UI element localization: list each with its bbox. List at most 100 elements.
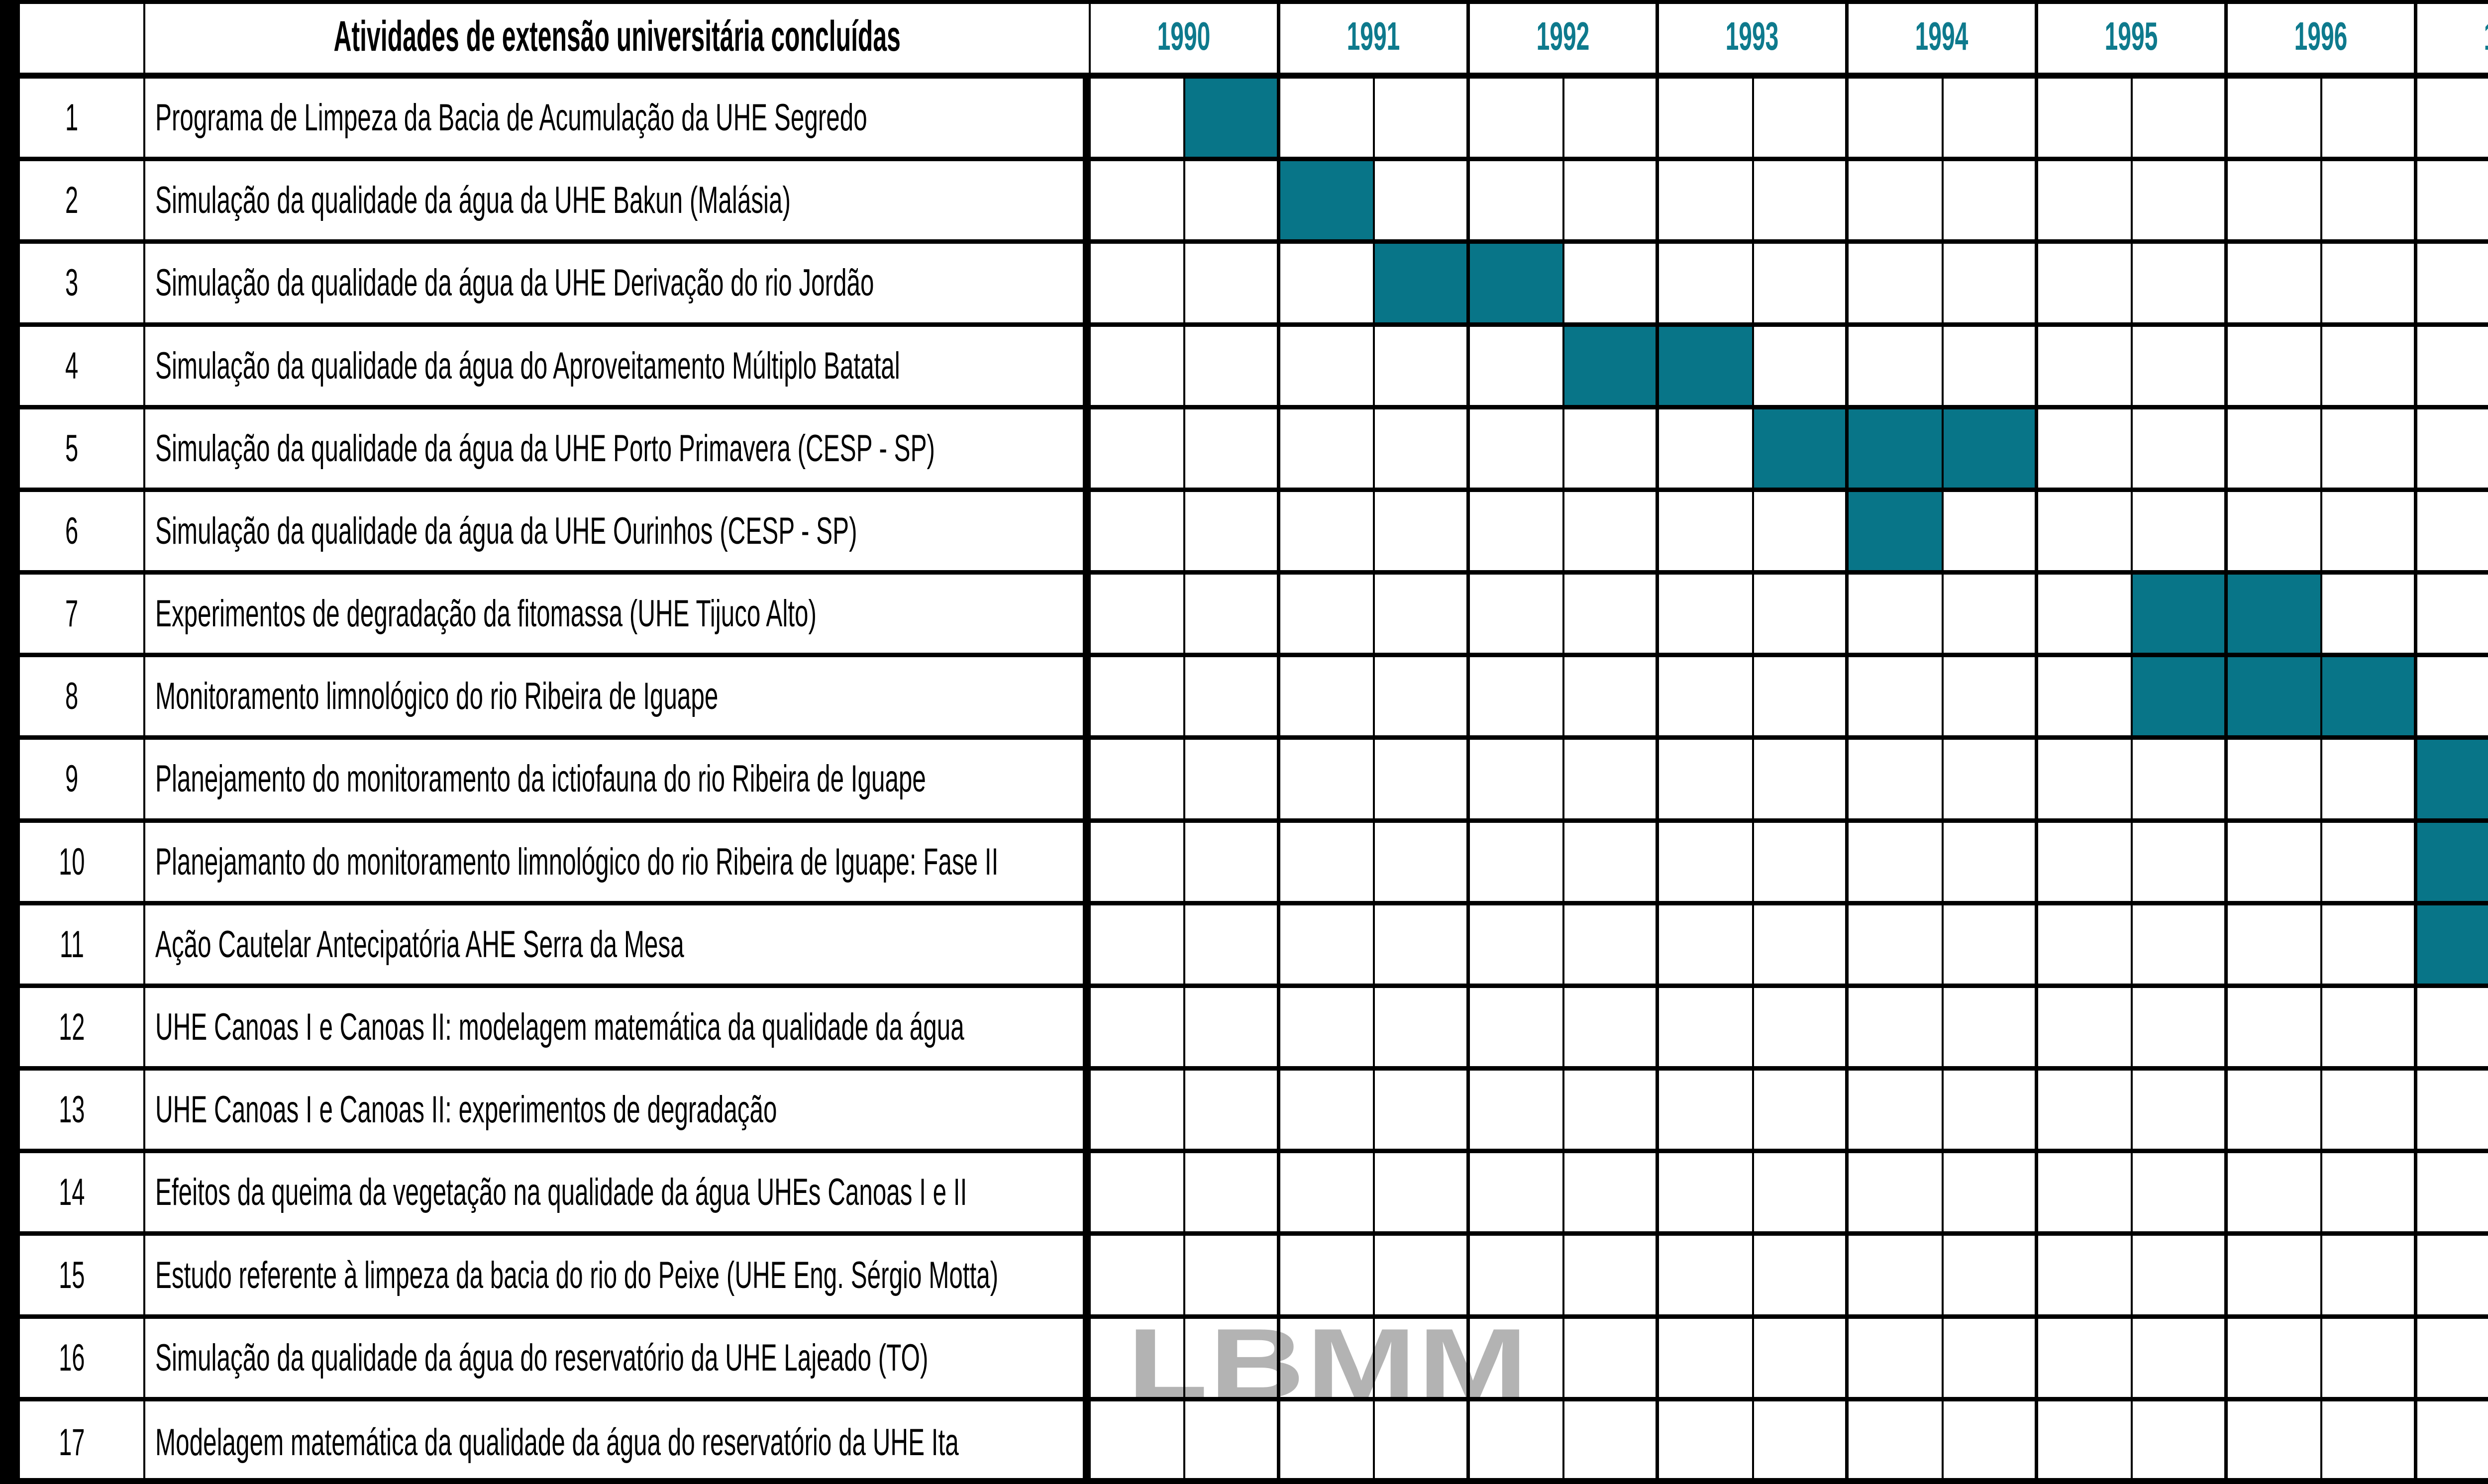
grid-cell (1091, 244, 1186, 327)
row-number: 5 (65, 427, 79, 470)
grid-cell (1849, 740, 1944, 823)
grid-cell (1564, 1236, 1659, 1319)
year-label: 1991 (1347, 14, 1400, 58)
activity-label: Programa de Limpeza da Bacia de Acumulaç… (155, 97, 867, 139)
grid-cell (1280, 1071, 1375, 1154)
year-label: 1994 (1915, 14, 1969, 58)
grid-cell (1375, 1401, 1470, 1484)
year-header-1993: 1993 (1659, 0, 1849, 79)
year-label: 1992 (1536, 14, 1589, 58)
grid-cell (2038, 79, 2133, 162)
grid-cell (1469, 409, 1564, 492)
grid-cell (1754, 988, 1849, 1071)
activity-label: Simulação da qualidade da água do Aprove… (155, 344, 900, 387)
grid-cell (1564, 740, 1659, 823)
grid-cell (1091, 409, 1186, 492)
grid-cell (2322, 905, 2417, 988)
grid-cell (1659, 1071, 1754, 1154)
grid-cell (1754, 822, 1849, 905)
grid-cell (2227, 1071, 2323, 1154)
grid-cell (2227, 905, 2323, 988)
grid-cell (2322, 1401, 2417, 1484)
row-number: 2 (65, 179, 79, 222)
grid-cell (1280, 988, 1375, 1071)
grid-cell (1375, 492, 1470, 575)
grid-cell (1185, 1318, 1280, 1401)
grid-cell (1185, 1071, 1280, 1154)
activity-label: Simulação da qualidade da água da UHE Po… (155, 427, 935, 470)
grid-cell (2322, 575, 2417, 658)
year-label: 1993 (1725, 14, 1779, 58)
year-header-1994: 1994 (1849, 0, 2038, 79)
grid-cell (1754, 79, 1849, 162)
grid-cell (1943, 1318, 2038, 1401)
activity-label: Simulação da qualidade da água da UHE De… (155, 262, 874, 304)
grid-cell (2133, 79, 2228, 162)
row-number-cell: 3 (0, 244, 145, 327)
grid-cell (2038, 409, 2133, 492)
grid-cell (1185, 326, 1280, 409)
grid-cell (1280, 1236, 1375, 1319)
row-number: 15 (58, 1254, 85, 1296)
grid-cell (2038, 1153, 2133, 1236)
grid-cell (2133, 161, 2228, 244)
activity-label-cell: Experimentos de degradação da fitomassa … (145, 575, 1091, 658)
grid-cell (2227, 161, 2323, 244)
grid-cell (1754, 244, 1849, 327)
grid-cell (2133, 740, 2228, 823)
grid-cell (1754, 740, 1849, 823)
grid-cell (2133, 1236, 2228, 1319)
grid-cell (1091, 822, 1186, 905)
grid-cell (1564, 575, 1659, 658)
gantt-bar-cell (2133, 575, 2228, 658)
grid-cell (2322, 822, 2417, 905)
row-number-cell: 13 (0, 1071, 145, 1154)
grid-cell (1091, 1236, 1186, 1319)
grid-cell (2133, 1153, 2228, 1236)
gantt-bar-cell (1849, 409, 1944, 492)
year-header-1996: 1996 (2227, 0, 2417, 79)
row-number-cell: 4 (0, 326, 145, 409)
grid-cell (1280, 575, 1375, 658)
grid-cell (2038, 1071, 2133, 1154)
gantt-bar-cell (1849, 492, 1944, 575)
grid-cell (2227, 492, 2323, 575)
grid-cell (1849, 988, 1944, 1071)
grid-cell (2038, 1236, 2133, 1319)
grid-cell (1469, 657, 1564, 740)
grid-cell (1091, 1153, 1186, 1236)
grid-cell (1564, 657, 1659, 740)
activity-label-cell: Simulação da qualidade da água da UHE Ba… (145, 161, 1091, 244)
grid-cell (2227, 1153, 2323, 1236)
grid-cell (2038, 905, 2133, 988)
gantt-bar-cell (1754, 409, 1849, 492)
grid-cell (1185, 575, 1280, 658)
header-corner-cell (0, 0, 145, 79)
grid-cell (2133, 905, 2228, 988)
grid-cell (2417, 575, 2488, 658)
grid-cell (2417, 1236, 2488, 1319)
grid-cell (1469, 326, 1564, 409)
grid-cell (1280, 326, 1375, 409)
grid-cell (1375, 822, 1470, 905)
grid-cell (1659, 988, 1754, 1071)
row-number-cell: 9 (0, 740, 145, 823)
activity-label-cell: Monitoramento limnológico do rio Ribeira… (145, 657, 1091, 740)
activity-label: UHE Canoas I e Canoas II: modelagem mate… (155, 1006, 964, 1049)
grid-cell (1849, 244, 1944, 327)
grid-cell (1849, 1401, 1944, 1484)
grid-cell (1185, 740, 1280, 823)
grid-cell (1469, 822, 1564, 905)
grid-cell (2322, 492, 2417, 575)
grid-cell (1564, 161, 1659, 244)
grid-cell (2038, 244, 2133, 327)
activity-label-cell: Simulação da qualidade da água da UHE De… (145, 244, 1091, 327)
grid-cell (1659, 740, 1754, 823)
grid-cell (1564, 1153, 1659, 1236)
grid-cell (1659, 575, 1754, 658)
year-header-1992: 1992 (1469, 0, 1659, 79)
grid-cell (1280, 822, 1375, 905)
grid-cell (1185, 409, 1280, 492)
grid-cell (2227, 244, 2323, 327)
